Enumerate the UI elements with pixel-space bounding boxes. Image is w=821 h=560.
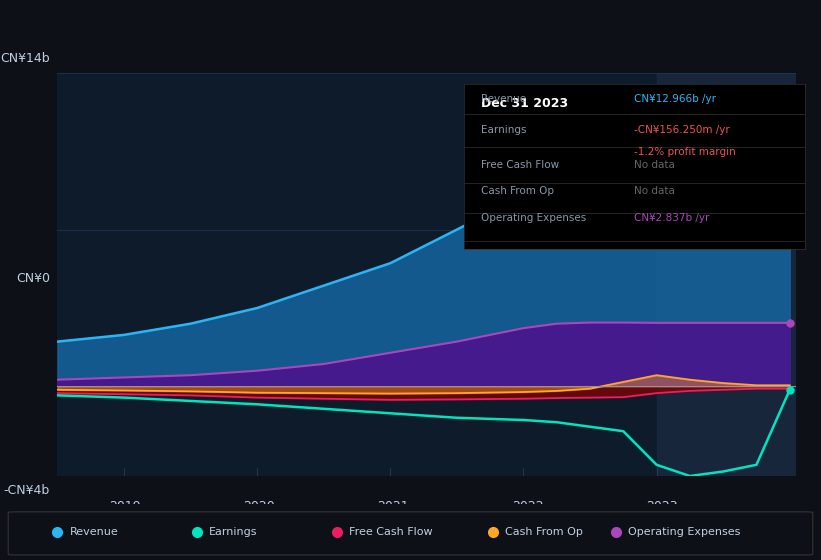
Text: Operating Expenses: Operating Expenses [481, 213, 586, 223]
Text: CN¥14b: CN¥14b [1, 52, 50, 65]
Text: Dec 31 2023: Dec 31 2023 [481, 97, 568, 110]
Text: CN¥12.966b /yr: CN¥12.966b /yr [635, 94, 716, 104]
FancyBboxPatch shape [8, 512, 813, 555]
Text: 2022: 2022 [511, 500, 544, 513]
Text: Earnings: Earnings [481, 125, 526, 135]
Text: -CN¥4b: -CN¥4b [4, 484, 50, 497]
Text: No data: No data [635, 160, 675, 170]
Text: Free Cash Flow: Free Cash Flow [481, 160, 559, 170]
Text: 2020: 2020 [243, 500, 275, 513]
Text: 2021: 2021 [378, 500, 409, 513]
Text: -CN¥156.250m /yr: -CN¥156.250m /yr [635, 125, 730, 135]
Text: Revenue: Revenue [481, 94, 526, 104]
Text: CN¥0: CN¥0 [16, 272, 50, 285]
Text: Earnings: Earnings [209, 527, 258, 537]
Text: Cash From Op: Cash From Op [505, 527, 583, 537]
Text: Cash From Op: Cash From Op [481, 186, 554, 197]
Bar [657, 73, 803, 476]
Text: CN¥2.837b /yr: CN¥2.837b /yr [635, 213, 709, 223]
Text: No data: No data [635, 186, 675, 197]
Text: -1.2% profit margin: -1.2% profit margin [635, 147, 736, 157]
Text: Revenue: Revenue [70, 527, 118, 537]
Text: Operating Expenses: Operating Expenses [628, 527, 741, 537]
Text: Free Cash Flow: Free Cash Flow [349, 527, 433, 537]
Text: 2019: 2019 [109, 500, 140, 513]
Text: 2023: 2023 [646, 500, 678, 513]
